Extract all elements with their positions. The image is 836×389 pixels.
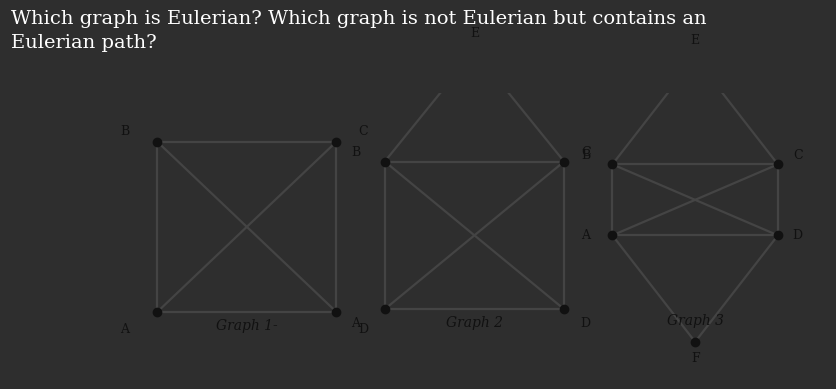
Text: A: A (581, 229, 590, 242)
Text: Graph 3: Graph 3 (666, 314, 724, 328)
Text: Which graph is Eulerian? Which graph is not Eulerian but contains an
Eulerian pa: Which graph is Eulerian? Which graph is … (11, 10, 706, 52)
Text: C: C (793, 149, 803, 162)
Text: A: A (352, 317, 360, 330)
Text: A: A (120, 322, 130, 336)
Text: B: B (120, 125, 130, 138)
Text: E: E (691, 34, 700, 47)
Text: C: C (359, 125, 368, 138)
Text: D: D (793, 229, 803, 242)
Text: D: D (580, 317, 591, 330)
Text: F: F (691, 352, 700, 365)
Text: E: E (470, 26, 479, 40)
Text: D: D (359, 322, 369, 336)
Text: Graph 2: Graph 2 (446, 316, 503, 330)
Text: C: C (581, 146, 590, 159)
Text: Graph 1-: Graph 1- (216, 319, 278, 333)
Text: B: B (581, 149, 590, 162)
Text: B: B (351, 146, 360, 159)
